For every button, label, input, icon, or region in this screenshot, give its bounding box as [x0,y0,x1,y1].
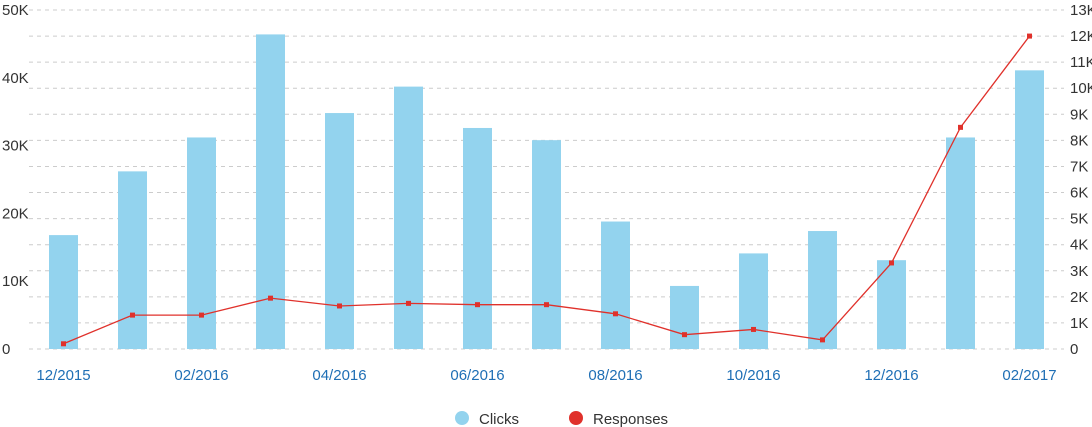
legend-marker [569,411,583,425]
clicks-bars [49,34,1044,350]
clicks-bar [325,113,354,349]
x-tick-label: 02/2017 [1002,367,1056,384]
right-tick-label: 9K [1070,106,1088,123]
responses-point [1027,33,1032,39]
right-tick-label: 2K [1070,289,1088,306]
responses-point [406,300,411,306]
responses-point [820,337,825,343]
right-tick-label: 1K [1070,315,1088,332]
right-tick-label: 10K [1070,80,1092,97]
right-tick-label: 8K [1070,132,1088,149]
clicks-bar [877,260,906,349]
right-tick-label: 6K [1070,185,1088,202]
legend-label: Clicks [479,411,519,427]
right-tick-label: 11K [1070,54,1092,71]
clicks-bar [532,140,561,349]
clicks-bar [739,253,768,349]
clicks-bar [670,285,699,349]
right-tick-label: 12K [1070,28,1092,45]
responses-point [958,124,963,130]
left-tick-label: 50K [2,2,29,19]
clicks-bar [49,235,78,349]
responses-point [268,295,273,301]
legend-marker [455,411,469,425]
x-tick-label: 12/2016 [864,367,918,384]
responses-point [682,332,687,338]
responses-point [889,260,894,266]
x-tick-label: 04/2016 [312,367,366,384]
left-tick-label: 20K [2,205,29,222]
responses-point [61,341,66,347]
right-tick-label: 5K [1070,211,1088,228]
clicks-bar [946,137,975,349]
clicks-bar [463,127,492,349]
responses-point [199,312,204,318]
right-tick-label: 3K [1070,263,1088,280]
responses-point [613,311,618,317]
clicks-bar [118,171,147,349]
right-tick-label: 7K [1070,158,1088,175]
right-tick-label: 0 [1070,341,1078,358]
responses-point [544,302,549,308]
clicks-bar [1015,70,1044,349]
legend: Clicks Responses [455,411,668,427]
left-tick-label: 0 [2,341,10,358]
x-tick-label: 06/2016 [450,367,504,384]
left-tick-label: 10K [2,273,29,290]
right-tick-label: 4K [1070,237,1088,254]
x-tick-label: 02/2016 [174,367,228,384]
x-tick-label: 10/2016 [726,367,780,384]
clicks-bar [394,86,423,349]
responses-point [475,302,480,308]
legend-label: Responses [593,411,668,427]
right-tick-label: 13K [1070,2,1092,19]
clicks-bar [808,231,837,349]
x-tick-label: 08/2016 [588,367,642,384]
clicks-bar [256,34,285,350]
responses-point [130,312,135,318]
left-axis: 0 10K 20K 30K 40K 50K [2,2,29,358]
clicks-bar [601,221,630,349]
responses-point [337,303,342,309]
left-tick-label: 40K [2,70,29,87]
x-tick-label: 12/2015 [36,367,90,384]
responses-line [61,33,1032,347]
x-axis: 12/2015 02/2016 04/2016 06/2016 08/2016 10/20… [36,367,1056,384]
right-axis: 0 1K 2K 3K 4K 5K 6K 7K 8K 9K 10K 11K 12K 13K [1070,2,1092,358]
responses-point [751,326,756,332]
left-tick-label: 30K [2,138,29,155]
